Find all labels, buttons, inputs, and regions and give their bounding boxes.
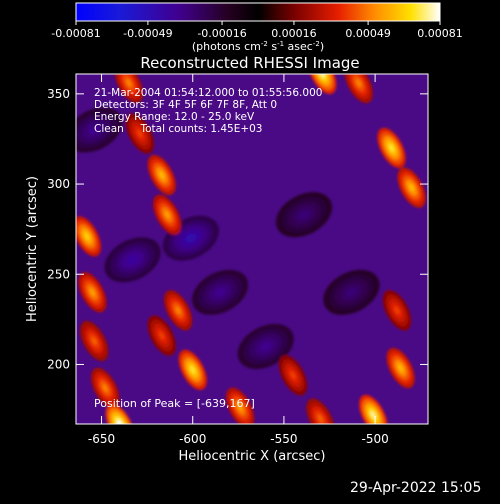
y-axis-label: Heliocentric Y (arcsec) (25, 176, 40, 322)
colorbar-tick-label: 0.00049 (345, 27, 391, 40)
y-tick-label: 350 (47, 87, 70, 101)
bright-source (408, 183, 415, 192)
bright-source (102, 383, 109, 392)
colorbar-unit-label: (photons cm-2 s-1 asec-2) (192, 40, 324, 53)
intensity-field (76, 74, 426, 424)
dark-region (298, 210, 310, 220)
bright-source (136, 129, 143, 138)
bright-source (158, 171, 165, 180)
dark-region (126, 255, 139, 265)
bright-source (84, 232, 90, 241)
colorbar-tick-label: -0.00016 (197, 27, 246, 40)
colorbar-tick-label: 0.00081 (417, 27, 463, 40)
x-tick-label: -650 (88, 432, 115, 446)
bright-source (316, 74, 328, 83)
bright-source (158, 331, 165, 340)
bright-source (164, 210, 171, 219)
colorbar-gradient (75, 2, 441, 22)
annotation-line: 21-Mar-2004 01:54:12.000 to 01:55:56.000 (94, 87, 322, 99)
annotation-line: Energy Range: 12.0 - 25.0 keV (94, 111, 255, 123)
dark-region (214, 287, 226, 297)
x-tick-label: -550 (270, 432, 297, 446)
image-annotations: 21-Mar-2004 01:54:12.000 to 01:55:56.000… (94, 87, 322, 135)
timestamp: 29-Apr-2022 15:05 (350, 480, 482, 496)
peak-position-label: Position of Peak = [-639,167] (94, 397, 255, 410)
y-tick-label: 250 (47, 267, 70, 281)
x-axis-label: Heliocentric X (arcsec) (179, 449, 326, 464)
annotation-line: Clean Total counts: 1.45E+03 (94, 123, 263, 135)
x-tick-label: -500 (361, 432, 388, 446)
plot-frame (75, 73, 429, 425)
bright-source (317, 414, 324, 423)
x-axis: -650 -600 -550 -500 (88, 74, 389, 446)
dark-region (88, 125, 100, 135)
bright-source (189, 365, 196, 374)
colorbar-tick-label: -0.00081 (51, 27, 100, 40)
bright-source (397, 364, 404, 373)
x-tick-label: -600 (179, 432, 206, 446)
y-axis: 200 250 300 350 (47, 87, 428, 371)
chart-title: Reconstructed RHESSI Image (140, 54, 359, 72)
bright-source (126, 79, 132, 88)
dark-region (260, 341, 272, 351)
bright-source (388, 143, 395, 152)
y-tick-label: 200 (47, 357, 70, 371)
colorbar-ticks: -0.00081 -0.00049 -0.00016 0.00016 0.00049 0.… (51, 21, 463, 40)
colorbar-tick-label: 0.00016 (271, 27, 317, 40)
bright-source (114, 415, 126, 424)
colorbar: -0.00081 -0.00049 -0.00016 0.00016 0.00049 0.… (51, 2, 463, 53)
bright-source (355, 79, 362, 88)
image-area (76, 74, 428, 424)
bright-source (394, 306, 400, 315)
bright-source (116, 419, 123, 424)
bright-source (91, 336, 98, 346)
bright-source (89, 288, 96, 297)
bright-source (237, 403, 243, 412)
bright-source (290, 371, 296, 380)
bright-source (175, 306, 181, 315)
colorbar-tick-label: -0.00049 (123, 27, 172, 40)
dark-region (345, 287, 358, 297)
annotation-line: Detectors: 3F 4F 5F 6F 7F 8F, Att 0 (94, 99, 277, 111)
y-tick-label: 300 (47, 177, 70, 191)
dark-region (185, 233, 197, 243)
